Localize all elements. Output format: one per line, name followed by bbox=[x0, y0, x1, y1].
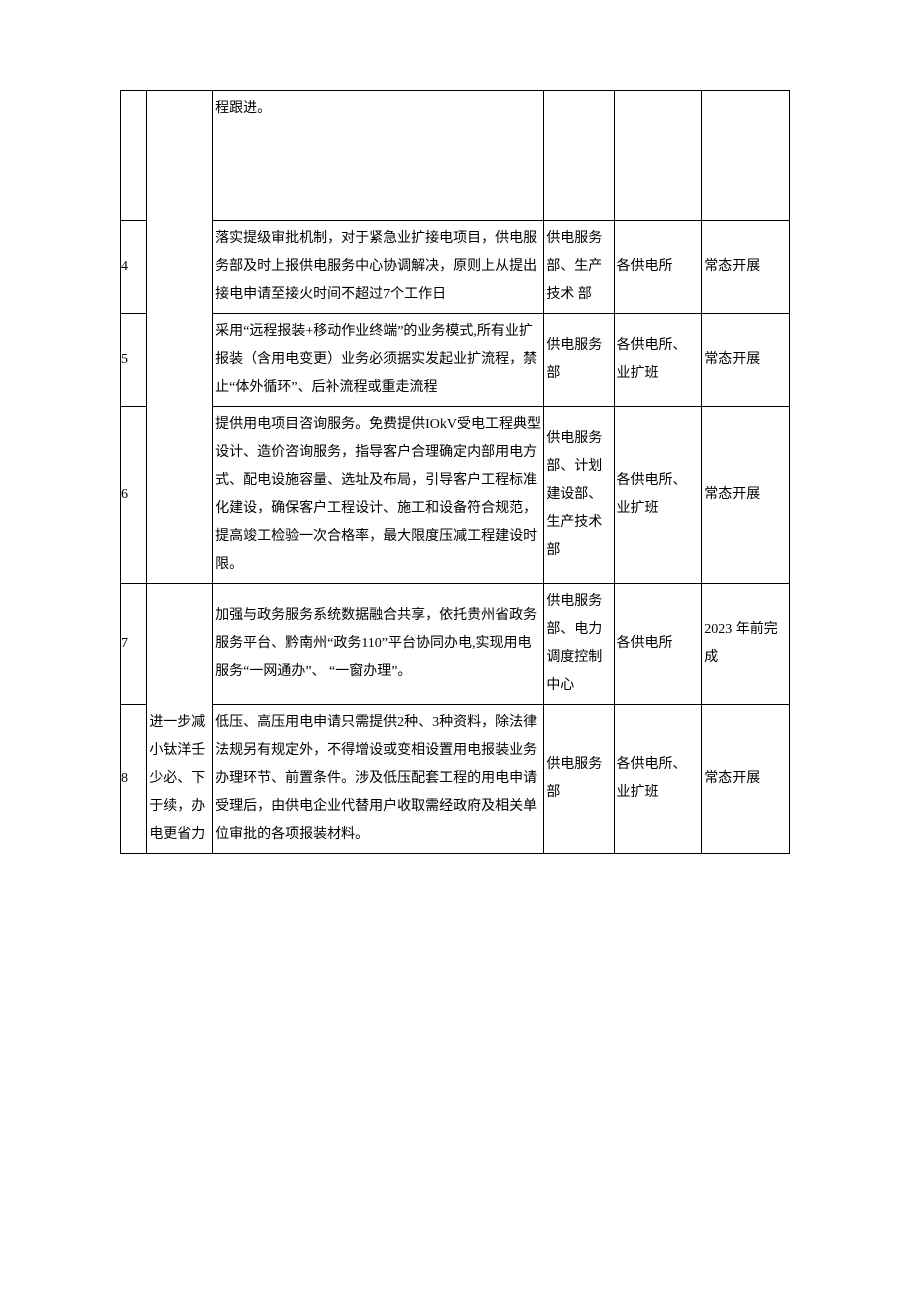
cell-dept: 供电服务部、生产技术 部 bbox=[544, 221, 614, 314]
cell-time bbox=[702, 91, 790, 221]
cell-dept: 供电服务部、计划建设部、生产技术部 bbox=[544, 407, 614, 584]
table-row: 程跟进。 bbox=[121, 91, 790, 221]
cell-idx: 8 bbox=[121, 705, 147, 854]
cell-unit: 各供电所、业扩班 bbox=[614, 705, 702, 854]
cell-unit: 各供电所、业扩班 bbox=[614, 407, 702, 584]
cell-desc: 采用“远程报装+移动作业终端”的业务模式,所有业扩报装（含用电变更）业务必须据实… bbox=[213, 314, 544, 407]
cell-unit: 各供电所 bbox=[614, 584, 702, 705]
cell-idx: 4 bbox=[121, 221, 147, 314]
cell-idx: 6 bbox=[121, 407, 147, 584]
cell-dept: 供电服务部、电力调度控制中心 bbox=[544, 584, 614, 705]
table-row: 5 采用“远程报装+移动作业终端”的业务模式,所有业扩报装（含用电变更）业务必须… bbox=[121, 314, 790, 407]
cell-time: 常态开展 bbox=[702, 221, 790, 314]
cell-desc: 落实提级审批机制，对于紧急业扩接电项目，供电服务部及时上报供电服务中心协调解决，… bbox=[213, 221, 544, 314]
cell-idx: 7 bbox=[121, 584, 147, 705]
cell-unit bbox=[614, 91, 702, 221]
cell-time: 2023 年前完成 bbox=[702, 584, 790, 705]
cell-category bbox=[147, 91, 213, 584]
cell-unit: 各供电所 bbox=[614, 221, 702, 314]
cell-desc: 程跟进。 bbox=[213, 91, 544, 221]
cell-dept: 供电服务部 bbox=[544, 314, 614, 407]
table-row: 4 落实提级审批机制，对于紧急业扩接电项目，供电服务部及时上报供电服务中心协调解… bbox=[121, 221, 790, 314]
cell-idx: 5 bbox=[121, 314, 147, 407]
cell-desc: 低压、高压用电申请只需提供2种、3种资料，除法律法规另有规定外，不得增设或变相设… bbox=[213, 705, 544, 854]
cell-desc: 加强与政务服务系统数据融合共享，依托贵州省政务服务平台、黔南州“政务110”平台… bbox=[213, 584, 544, 705]
table-row: 7 进一步减小钛洋壬少必、下于续，办电更省力 加强与政务服务系统数据融合共享，依… bbox=[121, 584, 790, 705]
cell-unit: 各供电所、业扩班 bbox=[614, 314, 702, 407]
cell-dept bbox=[544, 91, 614, 221]
table-row: 8 低压、高压用电申请只需提供2种、3种资料，除法律法规另有规定外，不得增设或变… bbox=[121, 705, 790, 854]
table-row: 6 提供用电项目咨询服务。免费提供IOkV受电工程典型设计、造价咨询服务，指导客… bbox=[121, 407, 790, 584]
cell-idx bbox=[121, 91, 147, 221]
cell-time: 常态开展 bbox=[702, 705, 790, 854]
page-container: 程跟进。 4 落实提级审批机制，对于紧急业扩接电项目，供电服务部及时上报供电服务… bbox=[0, 0, 920, 944]
cell-desc: 提供用电项目咨询服务。免费提供IOkV受电工程典型设计、造价咨询服务，指导客户合… bbox=[213, 407, 544, 584]
cell-category: 进一步减小钛洋壬少必、下于续，办电更省力 bbox=[147, 584, 213, 854]
cell-time: 常态开展 bbox=[702, 407, 790, 584]
cell-dept: 供电服务部 bbox=[544, 705, 614, 854]
main-table: 程跟进。 4 落实提级审批机制，对于紧急业扩接电项目，供电服务部及时上报供电服务… bbox=[120, 90, 790, 854]
cell-time: 常态开展 bbox=[702, 314, 790, 407]
